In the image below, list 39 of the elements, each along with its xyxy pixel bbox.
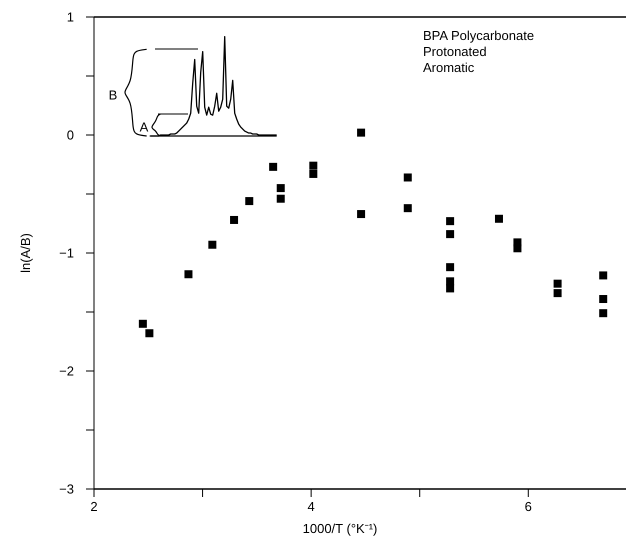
x-tick-label: 4 xyxy=(308,499,315,514)
x-tick-label: 2 xyxy=(90,499,98,514)
point xyxy=(309,162,318,170)
y-axis-title: ln(A/B) xyxy=(18,233,33,273)
annotation: B xyxy=(108,88,118,103)
y-tick-label: 1 xyxy=(66,10,74,25)
point xyxy=(276,184,285,192)
y-tick-label: 0 xyxy=(66,128,74,143)
point xyxy=(357,210,366,218)
point xyxy=(446,217,454,226)
point xyxy=(446,263,454,272)
point xyxy=(446,230,454,238)
point xyxy=(494,214,503,223)
point xyxy=(357,128,366,137)
point xyxy=(599,309,608,318)
point xyxy=(554,280,562,288)
point xyxy=(404,204,412,212)
point xyxy=(230,216,238,224)
point xyxy=(446,284,454,292)
text: BPA Polycarbonate Protonated Aromatic xyxy=(423,28,534,75)
point xyxy=(513,244,522,252)
point xyxy=(309,170,318,178)
annotation: A xyxy=(140,120,149,135)
point xyxy=(245,197,254,206)
point xyxy=(404,173,412,182)
point xyxy=(145,329,154,338)
point xyxy=(184,270,192,278)
point xyxy=(208,240,216,249)
x-axis-title: 1000/T (°K⁻¹) xyxy=(302,521,378,536)
y-tick-label: −1 xyxy=(59,246,74,261)
point xyxy=(269,162,278,171)
point xyxy=(138,320,147,328)
y-tick-label: −2 xyxy=(59,364,74,379)
y-tick-label: −3 xyxy=(59,482,74,497)
point xyxy=(276,194,285,203)
point xyxy=(599,295,608,304)
x-tick-label: 6 xyxy=(524,499,532,514)
point xyxy=(599,271,608,280)
point xyxy=(554,289,562,298)
